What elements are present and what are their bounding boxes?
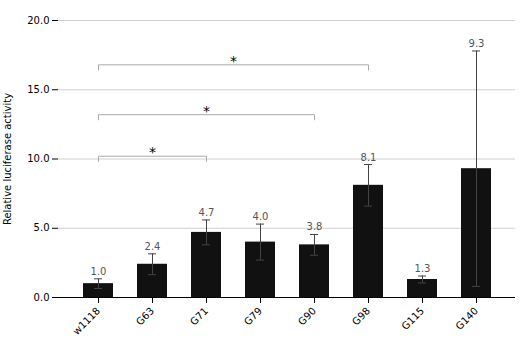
svg-text:1.3: 1.3 bbox=[415, 263, 431, 274]
svg-text:1.0: 1.0 bbox=[91, 266, 107, 277]
svg-text:20.0: 20.0 bbox=[27, 15, 49, 26]
svg-text:G140: G140 bbox=[453, 305, 480, 332]
svg-text:w1118: w1118 bbox=[71, 305, 103, 337]
svg-text:G79: G79 bbox=[242, 305, 264, 327]
svg-text:G98: G98 bbox=[350, 305, 372, 327]
svg-text:*: * bbox=[149, 144, 156, 160]
svg-text:8.1: 8.1 bbox=[361, 152, 377, 163]
svg-text:5.0: 5.0 bbox=[34, 222, 50, 233]
svg-text:4.0: 4.0 bbox=[253, 211, 269, 222]
svg-text:G115: G115 bbox=[399, 305, 426, 332]
svg-text:G90: G90 bbox=[296, 305, 318, 327]
svg-text:15.0: 15.0 bbox=[27, 84, 49, 95]
svg-text:0.0: 0.0 bbox=[34, 292, 50, 303]
svg-text:3.8: 3.8 bbox=[307, 221, 323, 232]
svg-text:*: * bbox=[203, 103, 210, 119]
svg-text:*: * bbox=[230, 53, 237, 69]
svg-text:2.4: 2.4 bbox=[145, 241, 161, 252]
svg-text:G63: G63 bbox=[134, 305, 156, 327]
svg-text:Relative luciferase activity: Relative luciferase activity bbox=[2, 93, 13, 225]
svg-text:10.0: 10.0 bbox=[27, 153, 49, 164]
svg-text:4.7: 4.7 bbox=[199, 207, 215, 218]
svg-text:G71: G71 bbox=[188, 305, 210, 327]
svg-text:9.3: 9.3 bbox=[469, 38, 485, 49]
